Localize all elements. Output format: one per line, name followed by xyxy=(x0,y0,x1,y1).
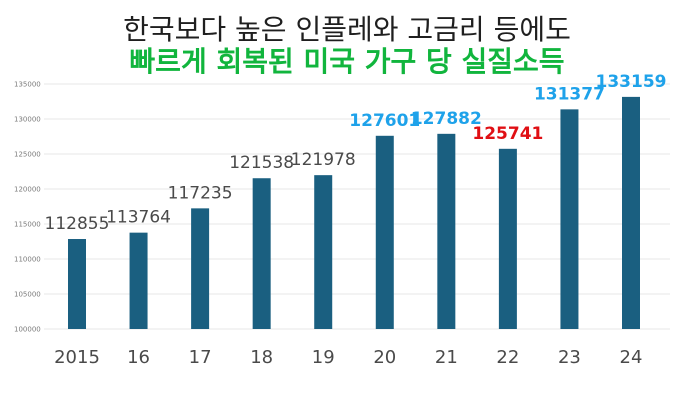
x-axis-label-20: 20 xyxy=(373,347,396,368)
y-tick-label: 105000 xyxy=(14,291,41,299)
y-tick-label: 110000 xyxy=(14,256,41,264)
x-axis-label-21: 21 xyxy=(435,347,458,368)
x-axis-label-16: 16 xyxy=(127,347,150,368)
y-tick-label: 125000 xyxy=(14,151,41,159)
bar-value-label-16: 113764 xyxy=(106,208,171,228)
x-axis-label-23: 23 xyxy=(558,347,581,368)
bar-17 xyxy=(191,208,210,329)
y-tick-label: 115000 xyxy=(14,221,41,229)
chart-title-line-2: 빠르게 회복된 미국 가구 당 실질소득 xyxy=(129,45,565,78)
bar-value-label-2015: 112855 xyxy=(45,214,110,234)
bar-19 xyxy=(314,175,333,329)
x-axis-label-22: 22 xyxy=(496,347,519,368)
bar-18 xyxy=(252,178,271,329)
bars-layer xyxy=(68,96,640,330)
bar-value-label-24: 133159 xyxy=(596,72,667,92)
bar-23 xyxy=(560,109,579,330)
bar-value-label-21: 127882 xyxy=(411,109,482,129)
bar-value-label-17: 117235 xyxy=(168,183,233,203)
x-axis-label-24: 24 xyxy=(620,347,643,368)
bar-22 xyxy=(498,148,517,329)
y-tick-label: 100000 xyxy=(14,326,41,334)
x-axis-label-17: 17 xyxy=(189,347,212,368)
bar-value-label-23: 131377 xyxy=(534,84,605,104)
x-axis-label-2015: 2015 xyxy=(54,347,100,368)
y-tick-label: 120000 xyxy=(14,186,41,194)
y-tick-label: 130000 xyxy=(14,116,41,124)
bar-value-label-18: 121538 xyxy=(229,153,294,173)
bar-value-label-20: 127601 xyxy=(349,111,420,131)
x-axis-label-18: 18 xyxy=(250,347,273,368)
x-axis-label-19: 19 xyxy=(312,347,335,368)
labels-layer: 112855 2015 113764 16 117235 17 121538 18 121978… xyxy=(45,72,667,368)
bar-20 xyxy=(375,135,394,329)
chart-title-line-1: 한국보다 높은 인플레와 고금리 등에도 xyxy=(123,13,571,46)
bar-16 xyxy=(129,232,148,329)
bar-value-label-22: 125741 xyxy=(472,124,543,144)
bar-21 xyxy=(437,133,456,329)
bar-24 xyxy=(622,96,640,330)
y-tick-label: 135000 xyxy=(14,81,41,89)
bar-2015 xyxy=(68,239,86,329)
bar-value-label-19: 121978 xyxy=(291,150,356,170)
